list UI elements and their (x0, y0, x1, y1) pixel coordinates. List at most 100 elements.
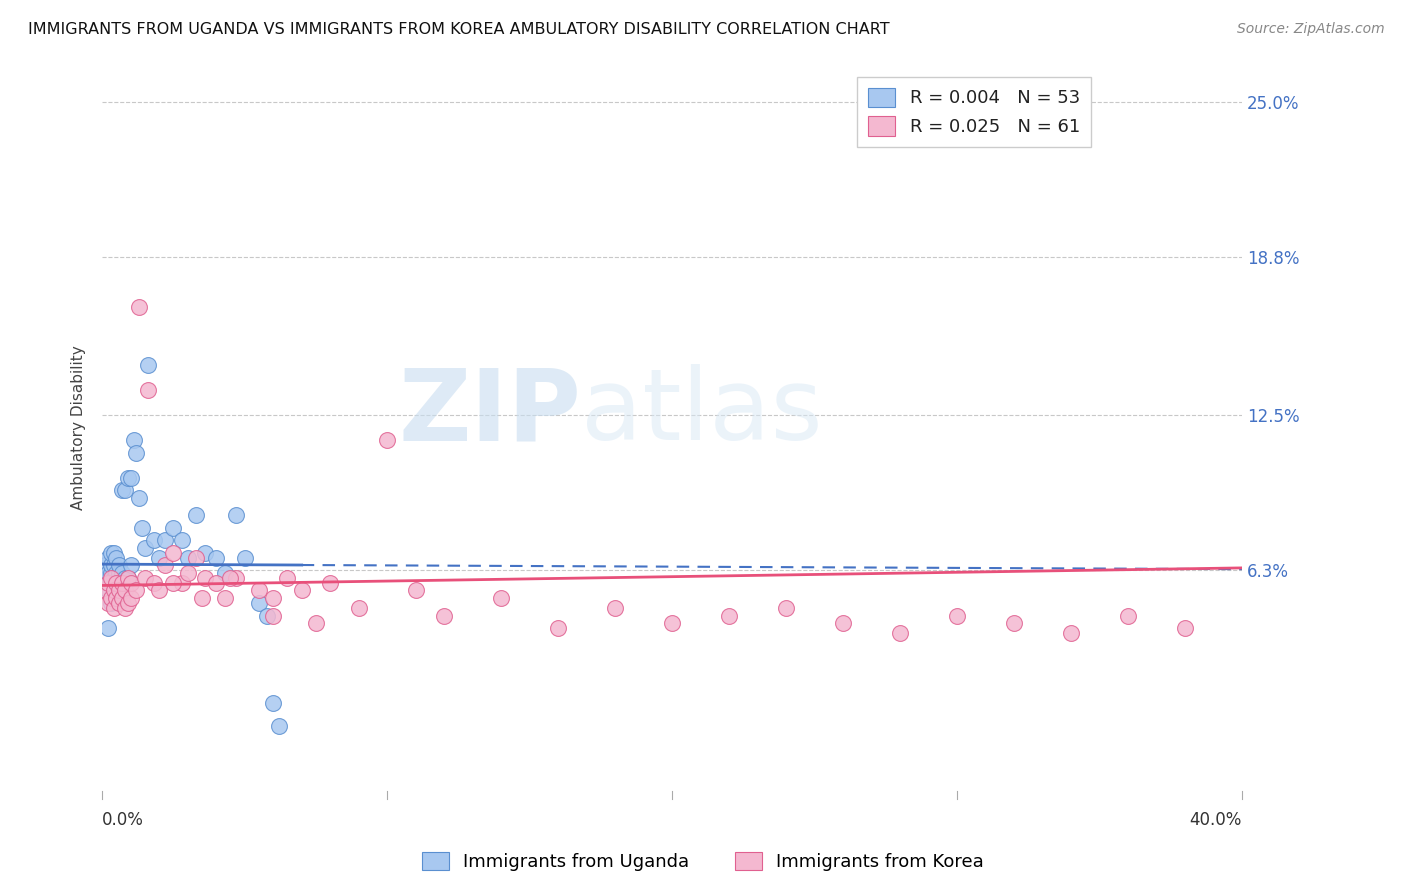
Point (97, 566, 120, 580)
Point (170, 533, 193, 548)
Point (122, 433, 145, 447)
Point (100, 558, 122, 573)
Point (100, 576, 122, 591)
Point (103, 583, 125, 598)
Point (94, 558, 117, 573)
Point (889, 626, 911, 640)
Point (134, 541, 156, 555)
Point (128, 300, 150, 314)
Point (105, 583, 128, 598)
Point (405, 583, 427, 598)
Point (105, 576, 128, 591)
Point (120, 576, 142, 591)
Point (103, 546, 125, 560)
Point (103, 571, 125, 585)
Point (194, 571, 217, 585)
Point (162, 521, 184, 535)
Point (114, 483, 136, 498)
Point (170, 576, 193, 591)
Point (120, 470, 142, 484)
Point (225, 508, 247, 523)
Point (100, 546, 122, 560)
Point (262, 696, 284, 710)
Point (205, 576, 228, 591)
Text: atlas: atlas (581, 365, 823, 461)
Point (547, 621, 569, 635)
Point (125, 583, 148, 598)
Point (256, 608, 278, 623)
Point (291, 583, 314, 598)
Point (131, 521, 153, 535)
Point (946, 608, 969, 623)
Point (433, 608, 456, 623)
Point (194, 546, 217, 560)
Point (247, 583, 270, 598)
Legend: R = 0.004   N = 53, R = 0.025   N = 61: R = 0.004 N = 53, R = 0.025 N = 61 (858, 77, 1091, 147)
Point (1002, 615, 1025, 630)
Point (111, 583, 134, 598)
Point (111, 576, 134, 591)
Point (105, 591, 128, 605)
Y-axis label: Ambulatory Disability: Ambulatory Disability (72, 345, 86, 510)
Point (262, 591, 284, 605)
Point (775, 601, 797, 615)
Point (718, 608, 741, 623)
Point (148, 583, 170, 598)
Point (219, 571, 242, 585)
Point (111, 566, 134, 580)
Point (276, 571, 298, 585)
Point (162, 576, 184, 591)
Text: IMMIGRANTS FROM UGANDA VS IMMIGRANTS FROM KOREA AMBULATORY DISABILITY CORRELATIO: IMMIGRANTS FROM UGANDA VS IMMIGRANTS FRO… (28, 22, 890, 37)
Point (205, 550, 228, 565)
Legend: Immigrants from Uganda, Immigrants from Korea: Immigrants from Uganda, Immigrants from … (415, 845, 991, 879)
Point (97, 621, 120, 635)
Point (142, 576, 165, 591)
Point (105, 576, 128, 591)
Point (134, 571, 156, 585)
Point (114, 571, 136, 585)
Point (136, 358, 159, 372)
Point (117, 571, 139, 585)
Point (191, 591, 214, 605)
Point (94, 583, 117, 598)
Point (94, 571, 117, 585)
Point (114, 583, 136, 598)
Point (375, 433, 398, 447)
Point (117, 571, 139, 585)
Point (319, 576, 342, 591)
Point (247, 596, 270, 610)
Point (100, 566, 122, 580)
Point (233, 550, 256, 565)
Point (100, 591, 122, 605)
Point (97, 576, 120, 591)
Point (1116, 608, 1139, 623)
Text: 40.0%: 40.0% (1189, 811, 1241, 829)
Point (120, 591, 142, 605)
Point (100, 571, 122, 585)
Point (605, 601, 627, 615)
Point (186, 508, 208, 523)
Point (832, 615, 855, 630)
Point (108, 558, 131, 573)
Point (125, 445, 148, 459)
Point (305, 615, 328, 630)
Point (1060, 626, 1083, 640)
Point (661, 615, 683, 630)
Point (108, 576, 131, 591)
Point (111, 591, 134, 605)
Point (97, 583, 120, 598)
Point (1174, 621, 1197, 635)
Point (225, 571, 247, 585)
Point (97, 596, 120, 610)
Point (489, 591, 512, 605)
Point (105, 566, 128, 580)
Text: ZIP: ZIP (398, 365, 581, 461)
Point (114, 601, 136, 615)
Point (97, 550, 120, 565)
Point (103, 583, 125, 598)
Point (105, 550, 128, 565)
Point (153, 558, 176, 573)
Point (128, 491, 150, 505)
Text: Source: ZipAtlas.com: Source: ZipAtlas.com (1237, 22, 1385, 37)
Point (117, 596, 139, 610)
